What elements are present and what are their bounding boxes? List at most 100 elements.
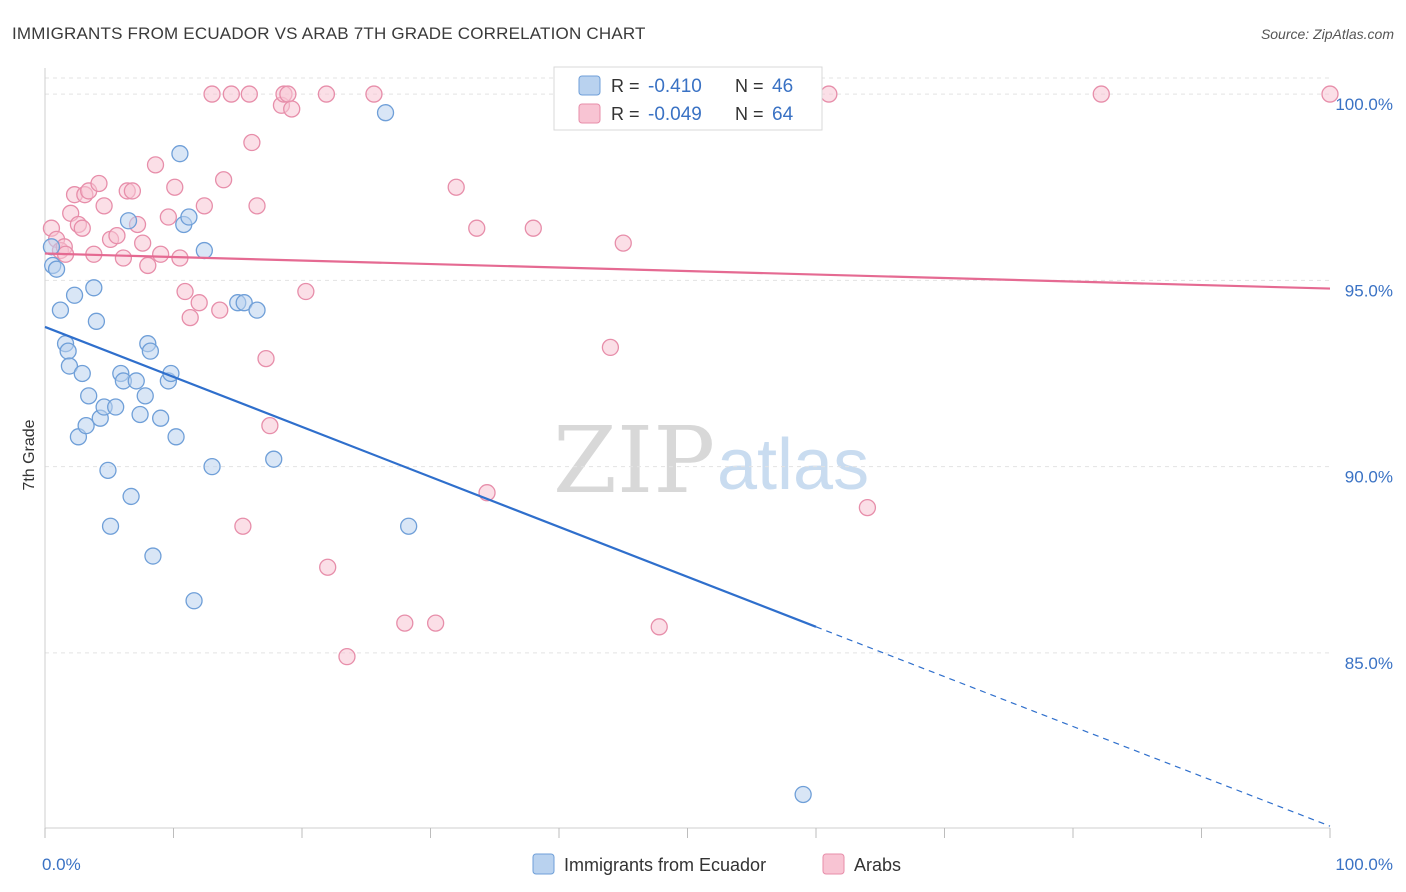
data-point bbox=[426, 614, 445, 632]
data-point bbox=[59, 342, 77, 360]
data-point bbox=[365, 85, 383, 103]
legend-n-label: N = bbox=[735, 76, 764, 96]
data-point bbox=[317, 85, 336, 103]
data-point bbox=[235, 294, 253, 312]
data-point bbox=[85, 279, 103, 297]
y-axis-label: 7th Grade bbox=[21, 419, 38, 490]
data-point bbox=[159, 208, 178, 226]
legend-n-label: N = bbox=[735, 104, 764, 124]
data-point bbox=[261, 416, 279, 435]
data-point bbox=[90, 174, 108, 193]
data-point bbox=[167, 428, 185, 446]
data-point bbox=[257, 349, 275, 368]
data-point bbox=[134, 234, 152, 252]
data-point bbox=[601, 338, 620, 357]
data-point bbox=[234, 517, 252, 535]
data-point bbox=[524, 219, 542, 237]
data-point bbox=[107, 398, 125, 416]
legend-n-value-arabs: 64 bbox=[772, 104, 794, 125]
y-tick-label: 100.0% bbox=[1335, 95, 1393, 114]
data-point bbox=[87, 312, 106, 330]
legend-bottom-swatch-ecuador bbox=[532, 853, 555, 875]
data-point bbox=[794, 785, 812, 804]
data-point bbox=[447, 178, 465, 196]
data-point bbox=[203, 85, 221, 103]
legend-top: R = -0.410 N = 46 R = -0.049 N = 64 bbox=[553, 66, 823, 131]
legend-swatch-ecuador bbox=[578, 75, 601, 96]
data-point bbox=[214, 171, 233, 189]
data-point bbox=[171, 145, 189, 163]
data-point bbox=[248, 197, 266, 215]
data-point bbox=[195, 197, 213, 215]
data-point bbox=[222, 85, 240, 103]
data-point bbox=[240, 85, 258, 103]
data-point bbox=[468, 219, 486, 237]
data-point bbox=[279, 85, 297, 103]
data-point bbox=[101, 517, 120, 535]
y-tick-label: 85.0% bbox=[1345, 654, 1393, 673]
data-point bbox=[139, 256, 157, 275]
data-point bbox=[297, 282, 315, 301]
trend-line-extension bbox=[815, 626, 1331, 827]
data-point bbox=[248, 301, 266, 319]
legend-r-label: R = bbox=[611, 76, 640, 96]
data-point bbox=[1321, 85, 1339, 103]
data-point bbox=[108, 226, 126, 245]
data-point bbox=[146, 156, 165, 174]
data-point bbox=[185, 592, 203, 610]
data-point bbox=[151, 409, 170, 427]
data-point bbox=[319, 558, 337, 576]
data-point bbox=[77, 416, 95, 435]
legend-r-value-ecuador: -0.410 bbox=[648, 76, 702, 97]
data-point bbox=[283, 100, 301, 118]
legend-r-label: R = bbox=[611, 104, 640, 124]
x-tick-label: 100.0% bbox=[1335, 855, 1393, 874]
data-point bbox=[60, 357, 79, 375]
data-point bbox=[114, 249, 133, 267]
data-point bbox=[95, 197, 113, 215]
x-tick-label: 0.0% bbox=[42, 855, 81, 874]
data-point bbox=[141, 342, 160, 360]
data-point bbox=[65, 286, 84, 304]
data-point bbox=[99, 461, 117, 480]
y-tick-label: 90.0% bbox=[1345, 468, 1393, 487]
data-point bbox=[265, 450, 283, 468]
trend-line bbox=[44, 252, 1331, 290]
data-point bbox=[650, 618, 668, 636]
legend-bottom-label-arabs: Arabs bbox=[854, 855, 901, 875]
data-point bbox=[396, 614, 414, 632]
data-point bbox=[820, 85, 838, 103]
data-point bbox=[42, 238, 61, 256]
data-point bbox=[131, 405, 149, 424]
trend-lines bbox=[44, 252, 1331, 827]
watermark-atlas: atlas bbox=[717, 425, 869, 505]
data-point bbox=[144, 547, 162, 565]
data-point bbox=[376, 104, 395, 122]
data-point bbox=[166, 178, 184, 196]
data-point bbox=[136, 387, 154, 405]
y-tick-label: 95.0% bbox=[1345, 281, 1393, 300]
data-point bbox=[858, 498, 877, 517]
data-point bbox=[400, 517, 418, 535]
data-point bbox=[195, 241, 213, 260]
grid-lines bbox=[45, 77, 1330, 654]
data-point bbox=[614, 234, 632, 252]
source-label: Source: ZipAtlas.com bbox=[1261, 26, 1394, 42]
legend-r-value-arabs: -0.049 bbox=[648, 104, 702, 125]
data-point bbox=[122, 487, 140, 506]
legend-bottom-label-ecuador: Immigrants from Ecuador bbox=[564, 855, 766, 875]
x-tick-labels: 0.0% 100.0% bbox=[42, 855, 1393, 874]
data-point bbox=[151, 245, 170, 263]
legend-swatch-arabs bbox=[578, 103, 601, 124]
data-point bbox=[73, 219, 91, 237]
data-point bbox=[243, 133, 261, 152]
data-point bbox=[127, 372, 145, 390]
data-point bbox=[203, 457, 221, 476]
data-point bbox=[119, 212, 138, 230]
data-point bbox=[73, 364, 91, 383]
trend-line bbox=[44, 325, 817, 628]
data-point bbox=[123, 182, 142, 200]
watermark-zip: ZIP bbox=[553, 407, 715, 514]
data-point bbox=[181, 308, 199, 327]
